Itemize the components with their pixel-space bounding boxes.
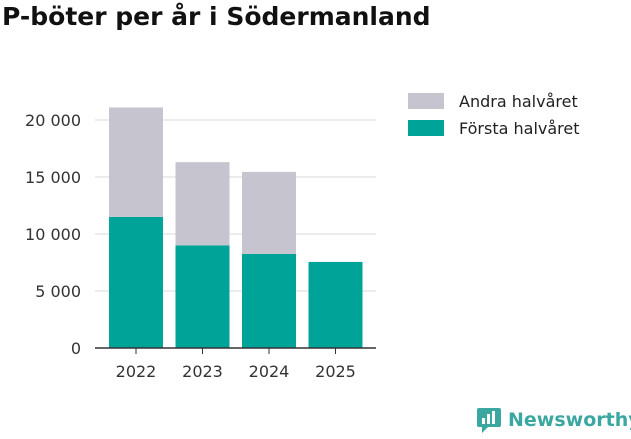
bar-andra-halvaret-2023 [175,162,230,246]
y-tick-label: 10 000 [25,225,81,244]
y-tick-label: 5 000 [35,282,81,301]
y-tick-label: 20 000 [25,111,81,130]
bar-andra-halvaret-2022 [109,107,163,217]
bars [109,107,363,348]
legend: Andra halvåret Första halvåret [408,92,580,138]
y-tick-label: 0 [71,339,81,358]
legend-swatch [408,120,444,136]
bar-forsta-halvaret-2025 [308,261,363,348]
legend-label: Andra halvåret [459,92,578,111]
y-axis: 0 5 000 10 000 15 000 20 000 [25,111,81,358]
bar-forsta-halvaret-2023 [175,245,230,348]
x-tick-labels: 2022 2023 2024 2025 [116,362,356,381]
bar-chart-icon [477,408,501,433]
x-axis [95,347,376,354]
brand-name: Newsworthy [508,409,631,431]
x-tick-label: 2025 [315,362,356,381]
bar-forsta-halvaret-2024 [242,253,296,348]
legend-label: Första halvåret [459,119,580,138]
x-tick-label: 2024 [249,362,290,381]
legend-swatch [408,93,444,109]
bar-forsta-halvaret-2022 [109,216,163,348]
x-tick-label: 2022 [116,362,157,381]
y-tick-label: 15 000 [25,168,81,187]
bar-andra-halvaret-2024 [242,171,296,254]
x-tick-label: 2023 [182,362,223,381]
chart-title: P-böter per år i Södermanland [2,2,431,31]
newsworthy-logo: Newsworthy [476,406,631,434]
